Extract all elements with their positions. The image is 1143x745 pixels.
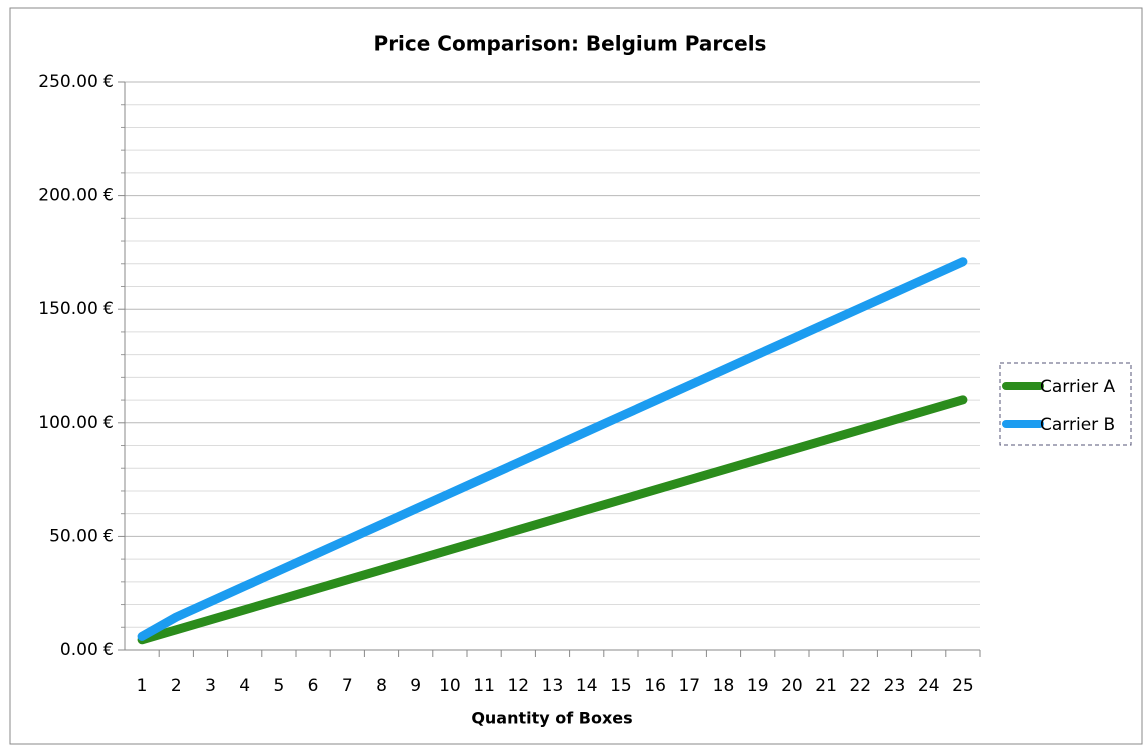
x-tick-label: 8 (376, 676, 387, 696)
legend-label: Carrier A (1040, 377, 1116, 397)
x-tick-label: 23 (884, 676, 906, 696)
x-tick-label: 9 (410, 676, 421, 696)
x-tick-label: 4 (239, 676, 250, 696)
y-tick-label: 0.00 € (60, 640, 114, 660)
x-tick-label: 21 (815, 676, 837, 696)
y-tick-label: 250.00 € (38, 72, 114, 92)
x-tick-label: 2 (171, 676, 182, 696)
x-tick-label: 22 (849, 676, 871, 696)
x-tick-label: 14 (576, 676, 598, 696)
x-tick-label: 13 (542, 676, 564, 696)
x-tick-label: 1 (137, 676, 148, 696)
plot (137, 257, 968, 645)
x-tick-label: 17 (678, 676, 700, 696)
x-tick-label: 6 (308, 676, 319, 696)
y-tick-label: 100.00 € (38, 413, 114, 433)
x-tick-label: 3 (205, 676, 216, 696)
y-tick-label: 150.00 € (38, 299, 114, 319)
x-tick-label: 12 (507, 676, 529, 696)
chart-frame (9, 7, 1143, 745)
legend-box (999, 362, 1132, 446)
grid (118, 81, 981, 657)
x-tick-label: 16 (644, 676, 666, 696)
chart-title: Price Comparison: Belgium Parcels (374, 32, 767, 56)
x-tick-label: 25 (952, 676, 974, 696)
series-line (137, 257, 968, 641)
series-line (137, 395, 968, 645)
x-tick-label: 19 (747, 676, 769, 696)
x-axis-label: Quantity of Boxes (471, 709, 632, 728)
x-tick-label: 15 (610, 676, 632, 696)
x-tick-label: 5 (273, 676, 284, 696)
x-tick-label: 11 (473, 676, 495, 696)
legend-label: Carrier B (1040, 415, 1115, 435)
x-tick-label: 7 (342, 676, 353, 696)
x-tick-label: 18 (713, 676, 735, 696)
x-tick-label: 10 (439, 676, 461, 696)
y-tick-label: 50.00 € (49, 526, 114, 546)
x-tick-label: 20 (781, 676, 803, 696)
y-tick-label: 200.00 € (38, 186, 114, 206)
x-tick-label: 24 (918, 676, 940, 696)
